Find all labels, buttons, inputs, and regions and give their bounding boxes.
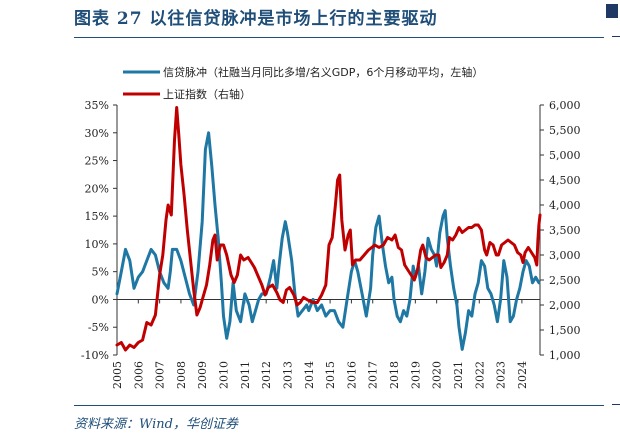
x-axis-tick-label: 2023 (495, 361, 508, 389)
x-axis-tick-label: 2017 (367, 361, 380, 389)
x-axis-tick-label: 2007 (154, 361, 167, 389)
chart-legend: 信贷脉冲（社融当月同比多增/名义GDP，6个月移动平均，左轴） 上证指数（右轴） (123, 65, 483, 101)
right-axis-tick-label: 4,500 (549, 174, 581, 187)
right-axis-tick-label: 1,500 (549, 324, 581, 337)
x-axis-tick-label: 2014 (303, 361, 316, 389)
x-axis-tick-label: 2011 (239, 361, 252, 389)
left-axis-tick-label: 15% (85, 210, 109, 223)
legend-index-label: 上证指数（右轴） (163, 87, 251, 101)
x-axis-tick-label: 2015 (324, 361, 337, 389)
right-axis-tick-label: 5,000 (549, 149, 581, 162)
shanghai-index-series-line (115, 106, 542, 352)
right-axis-tick-label: 6,000 (549, 99, 581, 112)
page-edge-tick-bottom (612, 404, 620, 405)
source-note: 资料来源：Wind，华创证券 (74, 417, 238, 432)
chart-axes: -10% -5% 0% 5% 10% 15% 20% 25% 30% 35% 1,000 1,500 2… (81, 99, 581, 389)
bottom-divider (74, 405, 604, 406)
chart-lines (115, 106, 542, 352)
title-divider (74, 37, 604, 38)
x-axis-tick-label: 2006 (132, 361, 145, 389)
left-axis-tick-label: 25% (85, 155, 109, 168)
left-axis-tick-label: 35% (85, 99, 109, 112)
left-axis-tick-label: 10% (85, 238, 109, 251)
figure-title: 图表 27 以往信贷脉冲是市场上行的主要驱动 (74, 9, 438, 29)
x-axis-tick-label: 2016 (345, 361, 358, 389)
x-axis-tick-label: 2019 (409, 361, 422, 389)
x-axis-tick-label: 2005 (111, 361, 124, 389)
x-axis-tick-label: 2013 (281, 361, 294, 389)
page-edge-tick (612, 36, 620, 37)
x-axis-tick-label: 2012 (260, 361, 273, 389)
x-axis-tick-label: 2010 (218, 361, 231, 389)
x-axis-tick-label: 2018 (388, 361, 401, 389)
right-axis-tick-label: 5,500 (549, 124, 581, 137)
page-edge-marker (606, 4, 618, 18)
x-axis-tick-label: 2022 (473, 361, 486, 389)
right-axis-tick-label: 2,500 (549, 274, 581, 287)
x-axis-tick-label: 2020 (431, 361, 444, 389)
x-axis-tick-label: 2009 (196, 361, 209, 389)
x-axis-tick-label: 2021 (452, 361, 465, 389)
x-axis-tick-label: 2008 (175, 361, 188, 389)
left-axis-tick-label: 5% (92, 266, 109, 279)
left-axis-tick-label: -10% (81, 349, 109, 362)
credit-impulse-series-line (115, 131, 541, 351)
left-axis-tick-label: 0% (92, 293, 109, 306)
right-axis-tick-label: 2,000 (549, 299, 581, 312)
left-axis-tick-label: 20% (85, 182, 109, 195)
credit-impulse-chart: -10% -5% 0% 5% 10% 15% 20% 25% 30% 35% 1,000 1,500 2… (81, 65, 581, 389)
right-axis-tick-label: 1,000 (549, 349, 581, 362)
right-axis-tick-label: 3,000 (549, 249, 581, 262)
left-axis-tick-label: 30% (85, 127, 109, 140)
right-axis-tick-label: 3,500 (549, 224, 581, 237)
left-axis-tick-label: -5% (88, 321, 109, 334)
legend-credit-label: 信贷脉冲（社融当月同比多增/名义GDP，6个月移动平均，左轴） (163, 65, 483, 79)
x-axis-tick-label: 2024 (516, 361, 529, 389)
right-axis-tick-label: 4,000 (549, 199, 581, 212)
